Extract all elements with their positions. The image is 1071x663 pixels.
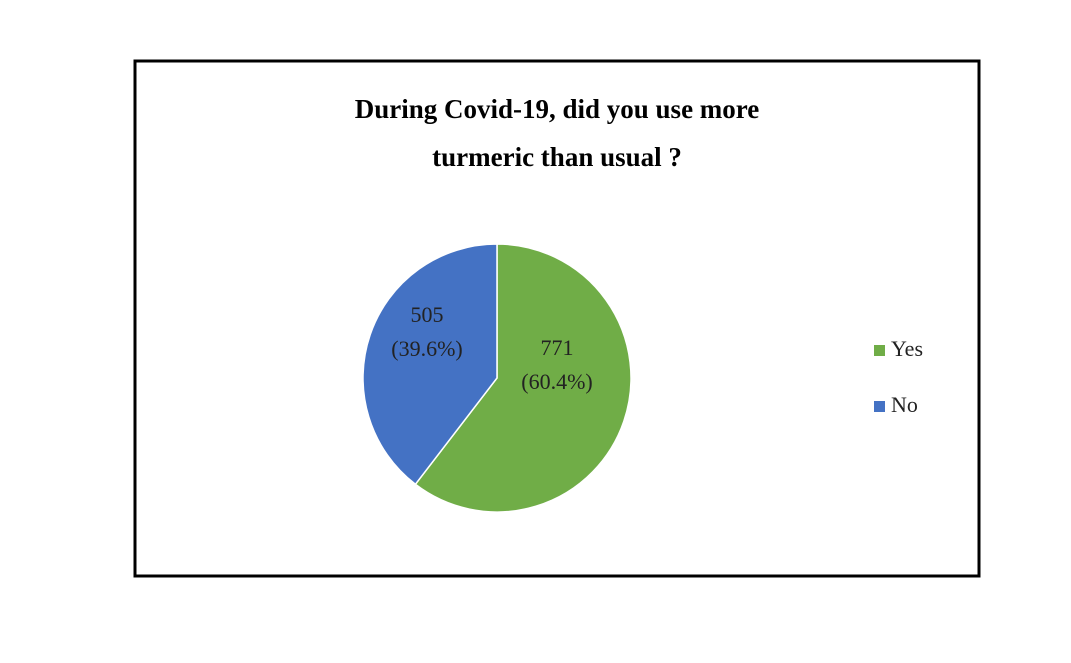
pie-slice (362, 243, 498, 486)
legend-label: Yes (891, 336, 923, 361)
chart-title: During Covid-19, did you use more (355, 94, 760, 124)
data-label: 771 (541, 335, 574, 360)
data-label: (60.4%) (521, 369, 592, 394)
data-label: (39.6%) (391, 336, 462, 361)
legend-swatch (874, 401, 885, 412)
data-label: 505 (411, 302, 444, 327)
chart-title: turmeric than usual ? (432, 142, 682, 172)
legend-swatch (874, 345, 885, 356)
pie-slice (414, 243, 632, 513)
legend-label: No (891, 392, 918, 417)
